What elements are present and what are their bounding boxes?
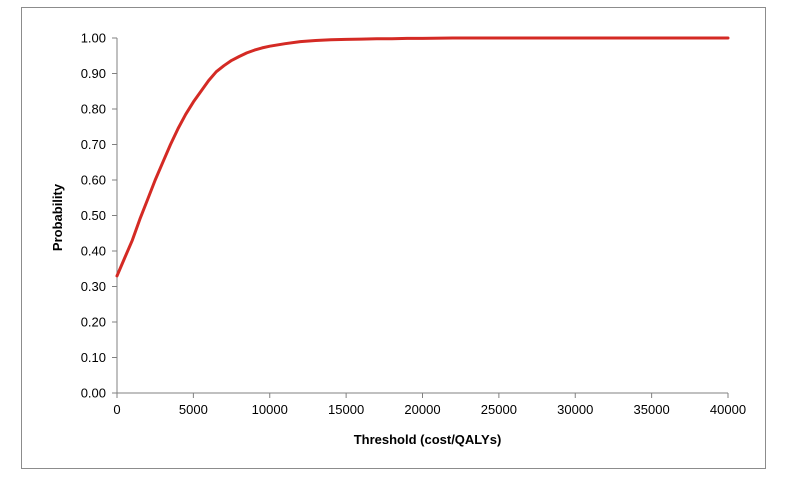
y-tick-label: 0.00 <box>81 386 106 401</box>
y-tick-label: 0.50 <box>81 208 106 223</box>
series-group <box>115 36 730 278</box>
y-tick-label: 0.90 <box>81 66 106 81</box>
x-tick-label: 10000 <box>252 402 288 417</box>
x-axis-title: Threshold (cost/QALYs) <box>354 432 502 447</box>
x-tick-label: 25000 <box>481 402 517 417</box>
y-tick-label: 0.60 <box>81 173 106 188</box>
y-tick-group: 0.00 0.10 0.20 0.30 0.40 0.50 0.60 0.70 0.80 0.90… <box>81 31 117 401</box>
x-tick-label: 30000 <box>557 402 593 417</box>
x-tick-label: 15000 <box>328 402 364 417</box>
y-tick-label: 0.80 <box>81 102 106 117</box>
x-tick-label: 40000 <box>710 402 746 417</box>
y-tick-label: 0.70 <box>81 137 106 152</box>
y-tick-label: 1.00 <box>81 31 106 46</box>
y-tick-label: 0.30 <box>81 279 106 294</box>
y-tick-label: 0.40 <box>81 244 106 259</box>
series-line <box>115 36 730 278</box>
x-tick-label: 5000 <box>179 402 208 417</box>
chart-frame <box>21 7 766 469</box>
x-tick-label: 0 <box>113 402 120 417</box>
y-tick-label: 0.10 <box>81 350 106 365</box>
y-axis-title: Probability <box>50 183 65 251</box>
x-tick-group: 0 5000 10000 15000 20000 25000 30000 35000 40000 <box>113 393 746 417</box>
y-tick-label: 0.20 <box>81 315 106 330</box>
x-tick-label: 35000 <box>634 402 670 417</box>
x-tick-label: 20000 <box>404 402 440 417</box>
